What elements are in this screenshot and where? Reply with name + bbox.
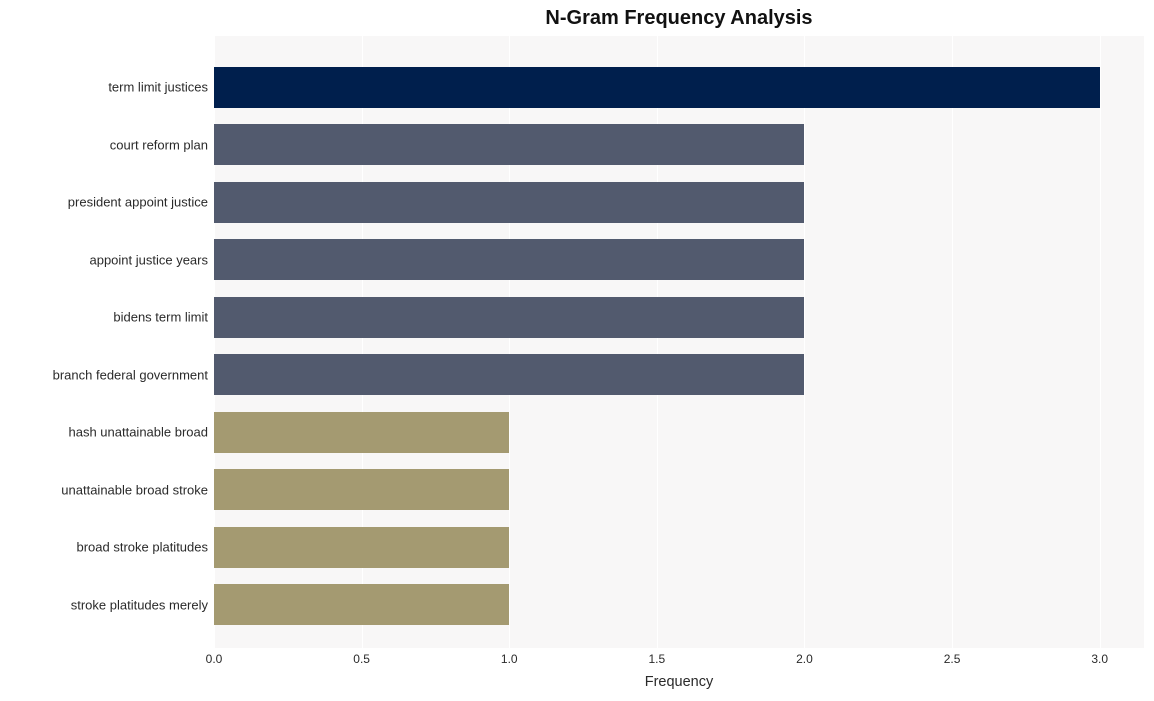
x-tick-label: 0.0 (206, 652, 223, 666)
bar (214, 124, 804, 165)
y-tick-label: court reform plan (0, 138, 208, 151)
x-tick-label: 0.5 (353, 652, 370, 666)
x-axis-tick-labels: 0.00.51.01.52.02.53.0 (214, 652, 1144, 672)
y-tick-label: stroke platitudes merely (0, 598, 208, 611)
x-tick-label: 1.0 (501, 652, 518, 666)
y-tick-label: hash unattainable broad (0, 426, 208, 439)
y-tick-label: president appoint justice (0, 196, 208, 209)
bar (214, 584, 509, 625)
x-gridline (1100, 36, 1101, 648)
bar (214, 412, 509, 453)
bar (214, 239, 804, 280)
x-gridline (952, 36, 953, 648)
plot-area (214, 36, 1144, 648)
x-tick-label: 2.5 (944, 652, 961, 666)
bar (214, 67, 1100, 108)
y-tick-label: bidens term limit (0, 311, 208, 324)
y-tick-label: branch federal government (0, 368, 208, 381)
bar (214, 297, 804, 338)
y-tick-label: appoint justice years (0, 253, 208, 266)
x-tick-label: 1.5 (649, 652, 666, 666)
bar (214, 182, 804, 223)
x-axis-title: Frequency (214, 674, 1144, 690)
ngram-frequency-chart: N-Gram Frequency Analysis term limit jus… (0, 0, 1154, 701)
bar (214, 469, 509, 510)
chart-title: N-Gram Frequency Analysis (214, 7, 1144, 30)
bar (214, 354, 804, 395)
x-tick-label: 2.0 (796, 652, 813, 666)
y-tick-label: term limit justices (0, 81, 208, 94)
bar (214, 527, 509, 568)
x-gridline (804, 36, 805, 648)
x-tick-label: 3.0 (1091, 652, 1108, 666)
y-tick-label: unattainable broad stroke (0, 483, 208, 496)
y-tick-label: broad stroke platitudes (0, 541, 208, 554)
y-axis-labels: term limit justices court reform plan pres… (0, 36, 208, 648)
